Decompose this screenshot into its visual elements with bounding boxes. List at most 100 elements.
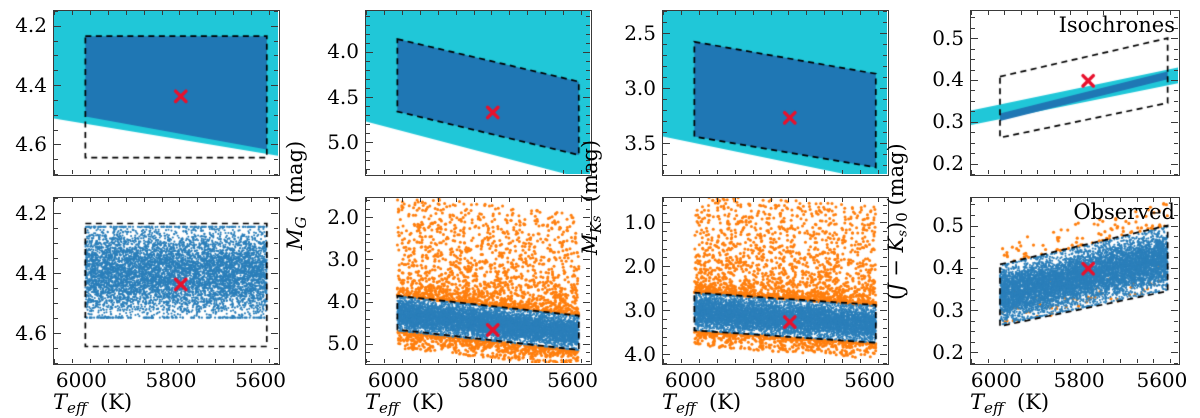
axis-tick: [734, 11, 736, 15]
axis-tick: [1120, 359, 1122, 363]
plot-canvas: [366, 198, 590, 363]
axis-tick: [271, 273, 278, 274]
axis-tick: [491, 170, 493, 174]
axis-tick: [971, 132, 975, 134]
axis-tick: [583, 301, 590, 303]
y-tick-label: 4.2: [15, 200, 47, 225]
axis-tick: [1174, 214, 1178, 216]
y-tick-label: 4.2: [15, 13, 47, 38]
axis-tick: [401, 359, 403, 363]
axis-tick: [880, 143, 887, 145]
axis-tick: [1171, 79, 1178, 81]
axis-tick: [54, 55, 58, 57]
axis-tick: [586, 242, 590, 244]
axis-tick: [274, 159, 278, 161]
axis-tick: [271, 85, 278, 87]
axis-tick: [1171, 310, 1178, 312]
y-tick-label: 0.2: [932, 339, 964, 364]
axis-tick: [143, 11, 145, 15]
axis-tick: [54, 258, 58, 259]
y-tick-label: 0.2: [932, 151, 964, 176]
y-tick-label: 2.5: [624, 20, 656, 45]
axis-tick: [269, 11, 271, 15]
axis-tick: [581, 170, 583, 174]
axis-tick: [366, 242, 370, 244]
axis-tick: [271, 213, 278, 214]
axis-tick: [233, 359, 235, 363]
axis-tick: [663, 204, 667, 206]
axis-tick: [663, 77, 667, 79]
axis-tick: [143, 198, 145, 202]
axis-tick: [366, 250, 370, 252]
axis-tick: [1120, 198, 1122, 202]
axis-tick: [143, 170, 145, 174]
x-axis-title-col2: Teff (K): [365, 390, 445, 417]
axis-tick: [251, 11, 253, 15]
axis-tick: [1070, 170, 1072, 174]
panel-mg-isochrones: [365, 10, 592, 176]
axis-tick: [527, 198, 529, 202]
axis-tick: [878, 359, 880, 363]
x-tick-label: 5800: [145, 368, 197, 392]
axis-tick: [473, 170, 475, 174]
axis-tick: [716, 359, 718, 363]
axis-tick: [366, 69, 370, 71]
plot-canvas: [54, 198, 278, 363]
axis-tick: [366, 217, 373, 219]
axis-tick: [366, 360, 370, 362]
axis-tick: [71, 198, 73, 202]
axis-tick: [883, 327, 887, 329]
axis-tick: [663, 66, 667, 68]
axis-tick: [161, 11, 163, 15]
axis-tick: [71, 359, 73, 363]
axis-tick: [1070, 11, 1072, 15]
axis-tick: [366, 42, 370, 44]
axis-tick: [971, 204, 975, 206]
axis-tick: [563, 170, 565, 174]
axis-tick: [1174, 174, 1178, 175]
axis-tick: [197, 11, 199, 15]
axis-tick: [971, 267, 978, 269]
axis-tick: [586, 151, 590, 153]
plot-canvas: [971, 198, 1178, 363]
axis-tick: [971, 38, 978, 40]
axis-tick: [1174, 246, 1178, 248]
axis-tick: [842, 11, 844, 15]
axis-tick: [971, 17, 975, 19]
axis-tick: [586, 327, 590, 329]
axis-tick: [586, 169, 590, 171]
axis-tick: [971, 352, 978, 354]
axis-tick: [366, 284, 370, 286]
axis-tick: [366, 78, 370, 80]
axis-tick: [1120, 170, 1122, 174]
axis-tick: [1153, 170, 1155, 174]
axis-tick: [366, 267, 370, 269]
axis-tick: [842, 198, 844, 202]
axis-tick: [971, 299, 975, 301]
axis-tick: [54, 333, 61, 334]
axis-tick: [581, 359, 583, 363]
axis-tick: [752, 359, 754, 363]
plot-canvas: [971, 11, 1178, 174]
axis-tick: [586, 124, 590, 126]
x-tick-label: 5600: [235, 368, 287, 392]
axis-tick: [883, 66, 887, 68]
axis-tick: [125, 359, 127, 363]
axis-tick: [54, 348, 58, 349]
axis-tick: [401, 11, 403, 15]
axis-tick: [233, 11, 235, 15]
axis-tick: [663, 132, 667, 134]
axis-tick: [54, 273, 61, 274]
axis-tick: [806, 359, 808, 363]
axis-tick: [71, 11, 73, 15]
axis-tick: [824, 170, 826, 174]
axis-tick: [366, 293, 370, 295]
axis-tick: [366, 51, 373, 53]
axis-tick: [366, 115, 370, 117]
axis-tick: [1171, 352, 1178, 354]
axis-tick: [366, 198, 367, 202]
axis-tick: [663, 275, 667, 276]
axis-tick: [878, 170, 880, 174]
axis-tick: [509, 11, 511, 15]
axis-tick: [971, 359, 972, 363]
